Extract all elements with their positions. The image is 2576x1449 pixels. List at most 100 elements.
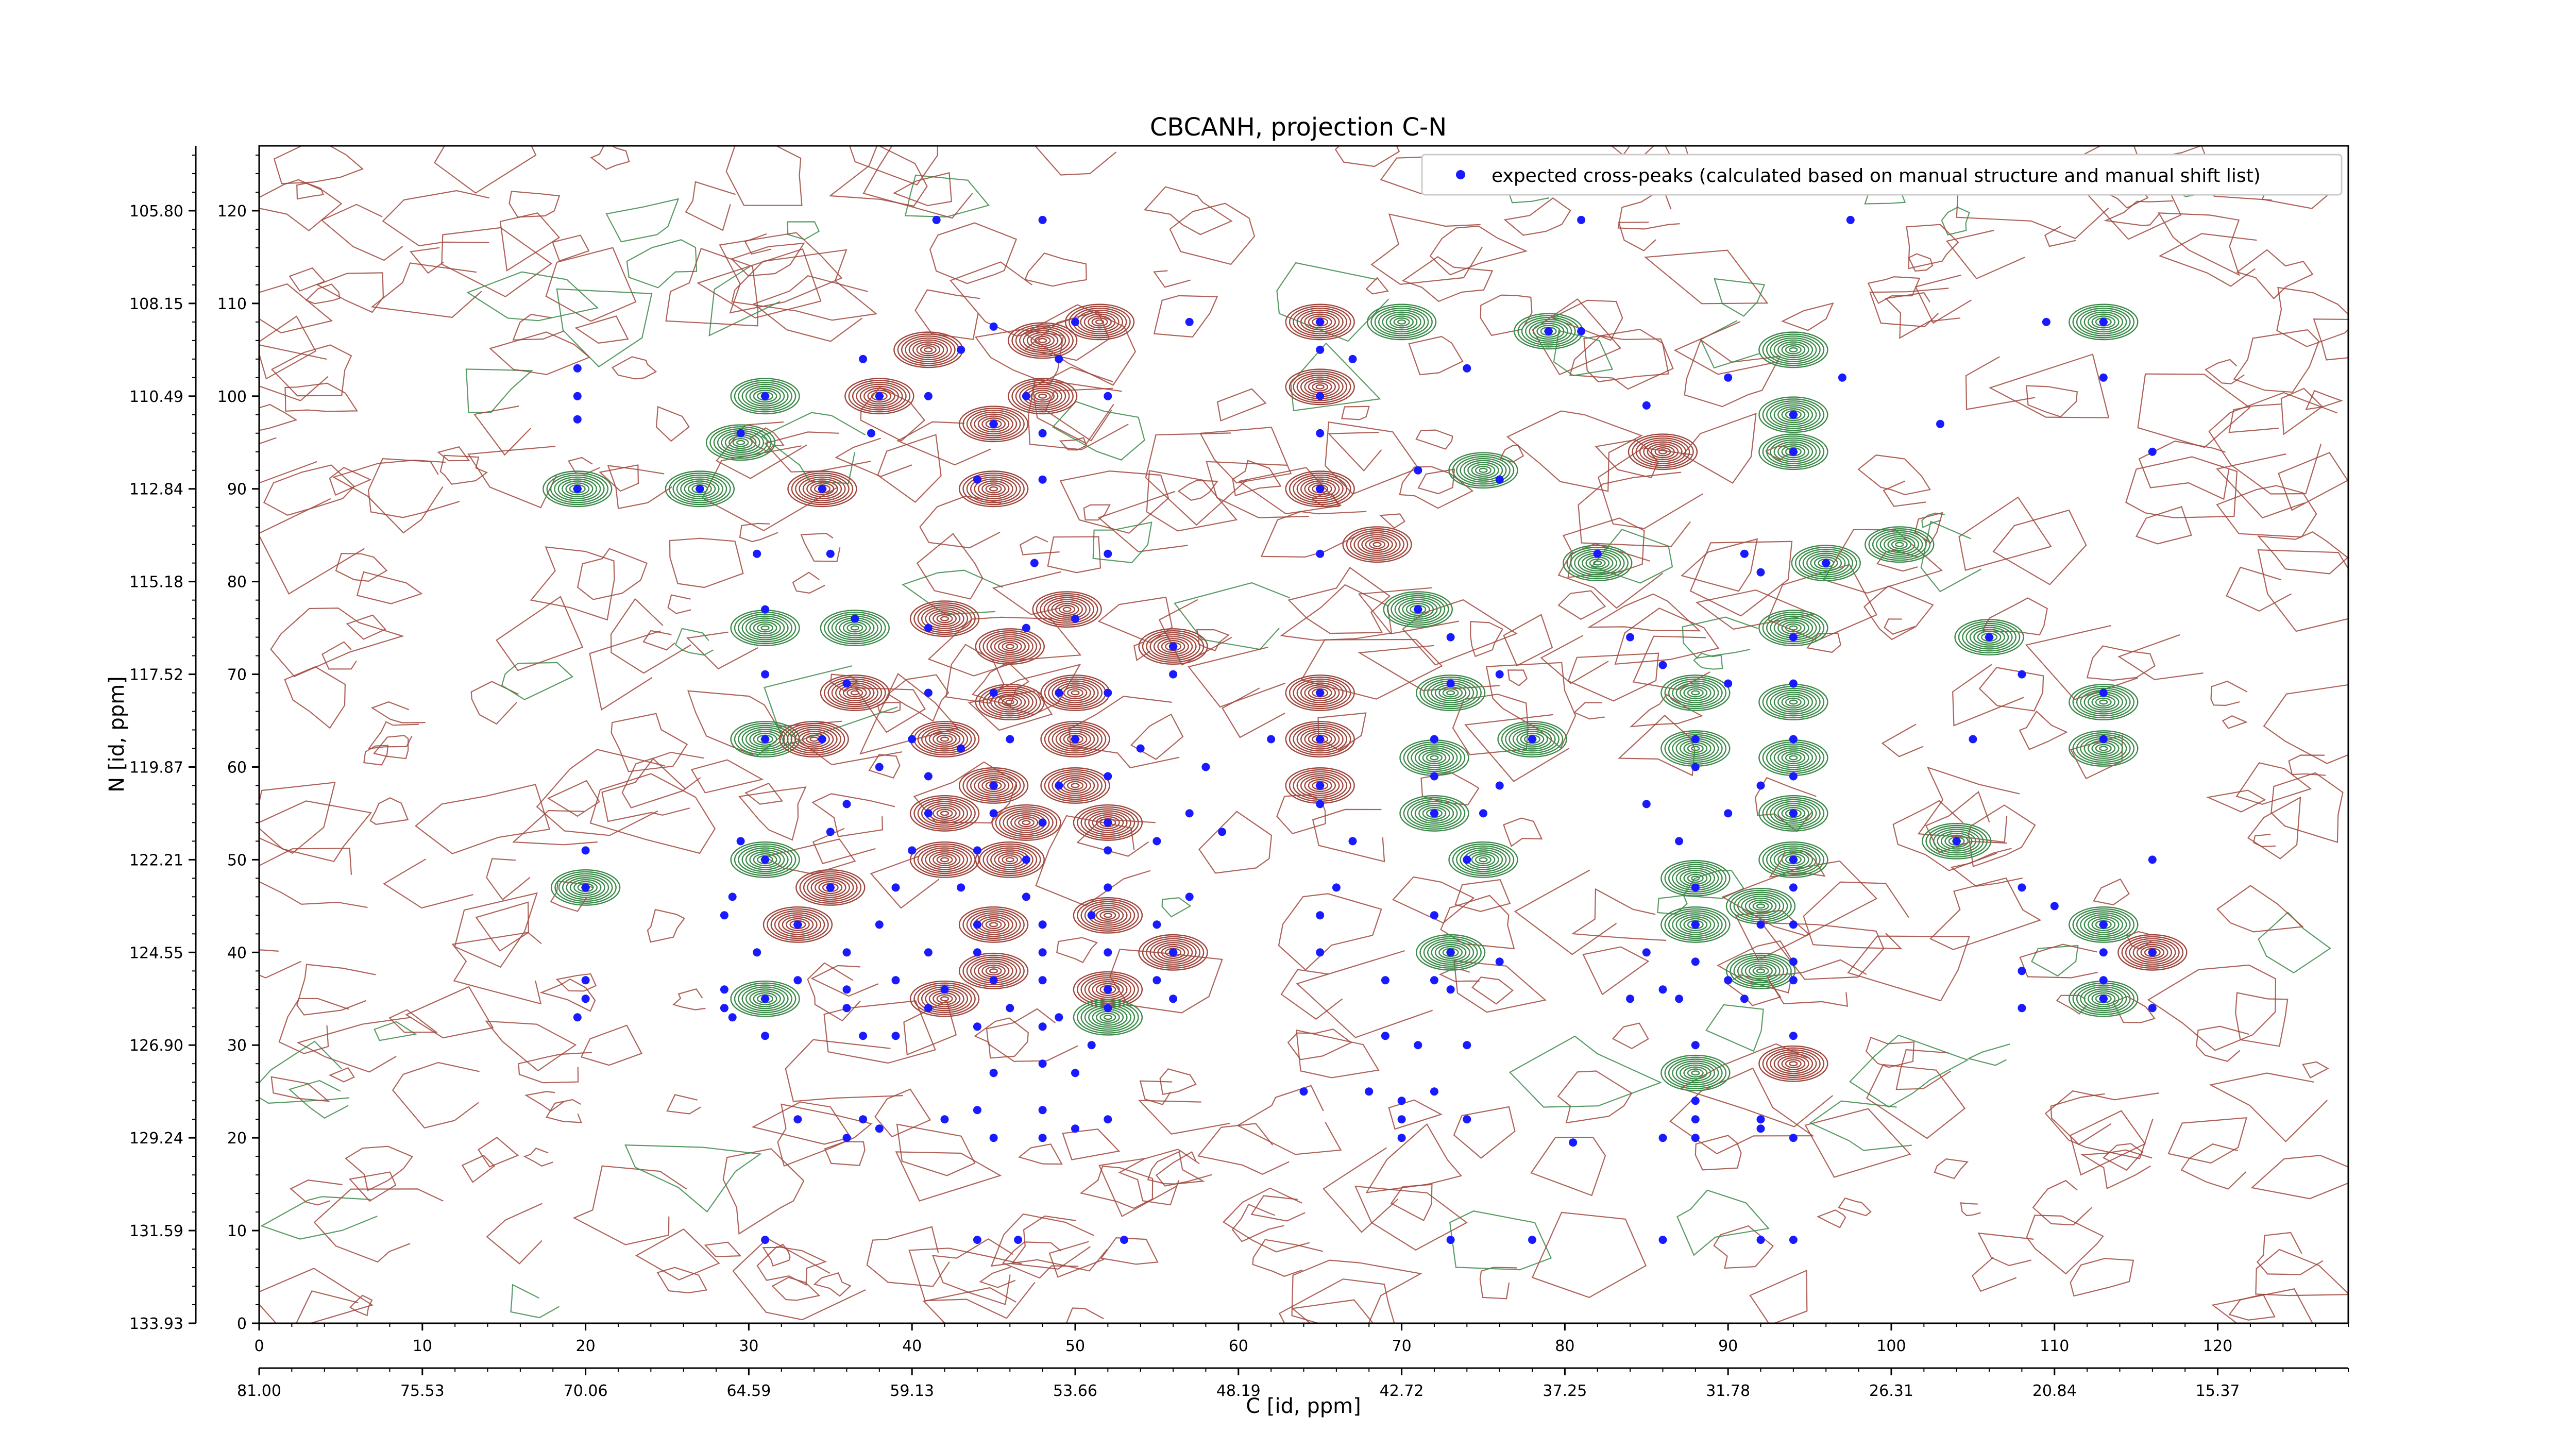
contour-ring <box>1460 847 1507 872</box>
noise-contour <box>349 1294 373 1317</box>
noise-contour <box>626 239 698 289</box>
contour-ring <box>1418 805 1450 822</box>
contour-ring <box>787 724 842 754</box>
contour-ring <box>1005 644 1014 649</box>
expected-peak-marker <box>1316 781 1325 790</box>
expected-peak-marker <box>761 1236 770 1244</box>
noise-contour <box>1941 206 1970 235</box>
contour-ring <box>1668 910 1723 939</box>
contour-ring <box>1293 372 1348 401</box>
noise-contour <box>1803 881 1909 950</box>
expected-peak-marker <box>1756 1236 1765 1244</box>
contour-ring <box>974 413 1013 434</box>
contour-ring <box>760 625 770 631</box>
contour-ring <box>782 916 814 933</box>
noise-contour <box>1323 1147 1399 1233</box>
contour-ring <box>1802 550 1850 576</box>
noise-contour <box>466 271 599 322</box>
contour-ring <box>1762 398 1825 431</box>
y-tick-label: 80 <box>227 574 247 592</box>
contour-ring <box>794 729 834 750</box>
expected-peak-marker <box>1756 920 1765 929</box>
y-tick-label: 50 <box>227 851 247 869</box>
contour-ring <box>940 736 950 742</box>
legend-entry-label: expected cross-peaks (calculated based o… <box>1492 165 2261 187</box>
noise-contour <box>1857 454 1931 496</box>
contour-ring <box>684 480 716 498</box>
contour-ring <box>566 877 605 898</box>
contour-peak <box>1040 721 1110 757</box>
noise-contour <box>1045 387 1113 442</box>
contour-ring <box>1973 629 2005 646</box>
noise-contour <box>1705 1004 1764 1052</box>
expected-peak-marker <box>1055 1013 1063 1022</box>
contour-ring <box>1055 603 1079 616</box>
noise-contour <box>895 1151 1002 1202</box>
contour-ring <box>767 908 829 941</box>
noise-contour <box>1280 584 1393 641</box>
contour-ring <box>933 853 957 866</box>
noise-contour <box>388 1009 438 1033</box>
noise-contour <box>2305 390 2344 410</box>
contour-ring <box>1084 903 1131 928</box>
contour-ring <box>921 801 969 826</box>
contour-ring <box>745 988 785 1009</box>
contour-ring <box>1791 545 1861 582</box>
noise-contour <box>725 146 803 206</box>
noise-contour <box>866 1226 950 1287</box>
contour-ring <box>1497 721 1567 757</box>
contour-ring <box>1536 325 1561 338</box>
contour-ring <box>1691 1070 1700 1076</box>
contour-ring <box>1654 447 1671 457</box>
contour-ring <box>762 906 833 943</box>
contour-ring <box>1925 824 1988 858</box>
expected-peak-marker <box>859 1032 868 1040</box>
noise-contour <box>345 1145 414 1191</box>
noise-contour <box>475 901 529 952</box>
contour-ring <box>1766 687 1821 717</box>
contour-ring <box>554 476 601 501</box>
contour-ring <box>981 779 1006 793</box>
x-tick-label: 0 <box>254 1337 264 1355</box>
expected-peak-marker <box>1691 763 1700 771</box>
contour-peak <box>762 906 833 943</box>
contour-ring <box>2099 699 2108 705</box>
expected-peak-marker <box>989 976 998 985</box>
contour-ring <box>1691 746 1700 751</box>
noise-contour <box>346 614 386 640</box>
noise-contour <box>2070 734 2123 780</box>
noise-contour <box>2032 1180 2092 1226</box>
contour-ring <box>1083 313 1116 331</box>
contour-ring <box>1785 345 1802 355</box>
noise-contour <box>1153 295 1218 338</box>
x-tick-label: 40 <box>902 1337 922 1355</box>
noise-contour <box>1250 1195 1306 1222</box>
y-tick-label: 70 <box>227 666 247 684</box>
noise-contour <box>945 644 1005 704</box>
contour-ring <box>1683 686 1708 700</box>
contour-ring <box>1789 755 1798 761</box>
noise-contour <box>1689 541 1793 617</box>
contour-ring <box>1103 1015 1112 1020</box>
noise-contour <box>2158 233 2257 287</box>
contour-ring <box>936 614 953 624</box>
contour-ring <box>1052 727 1099 752</box>
noise-contour <box>2236 249 2314 299</box>
x-tick-label: 80 <box>1555 1337 1574 1355</box>
noise-contour <box>1130 713 1184 760</box>
expected-peak-marker <box>1789 883 1798 892</box>
noise-contour <box>1532 298 1622 376</box>
expected-peak-marker <box>932 215 941 224</box>
contour-ring <box>1407 743 1462 772</box>
contour-ring <box>687 482 712 496</box>
contour-ring <box>1876 532 1923 557</box>
contour-ring <box>1161 639 1185 653</box>
noise-contour <box>263 464 355 516</box>
contour-ring <box>680 478 720 499</box>
contour-ring <box>1781 343 1806 357</box>
contour-ring <box>1438 946 1463 959</box>
noise-contour <box>1506 410 1643 492</box>
contour-ring <box>1002 855 1019 865</box>
contour-ring <box>916 343 941 357</box>
contour-ring <box>1397 319 1406 325</box>
